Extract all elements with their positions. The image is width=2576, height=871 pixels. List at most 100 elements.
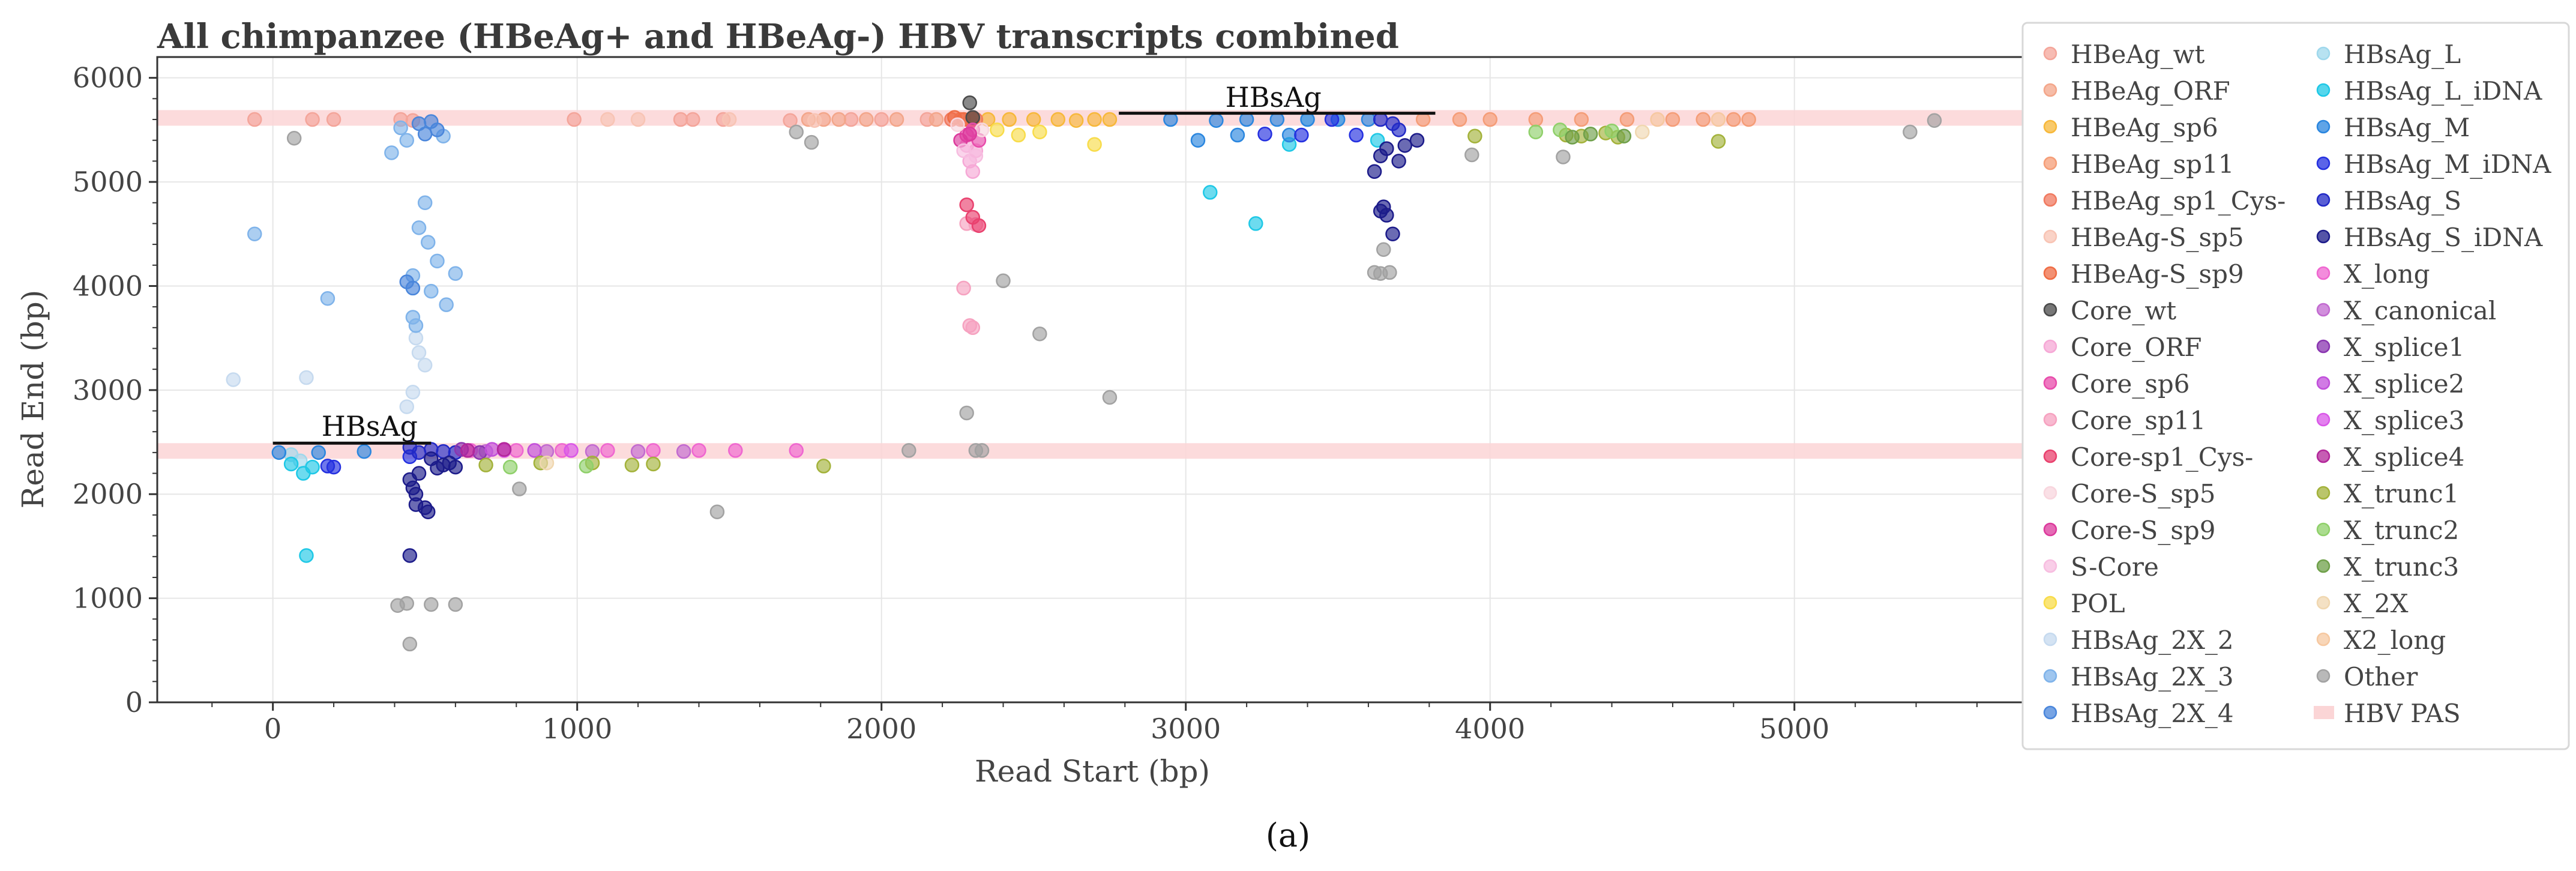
data-point <box>1583 127 1598 142</box>
legend-label: HBsAg_2X_2 <box>2071 625 2234 655</box>
legend-marker <box>2316 522 2331 537</box>
data-point <box>974 122 990 137</box>
legend-label: Other <box>2344 662 2418 692</box>
x-axis-label: Read Start (bp) <box>975 754 1210 789</box>
plot-background <box>157 57 2023 702</box>
data-point <box>1203 185 1218 200</box>
data-point <box>1464 147 1479 163</box>
data-point <box>1711 112 1726 127</box>
legend-marker <box>2043 303 2057 317</box>
data-point <box>399 133 415 148</box>
x-tick-label: 4000 <box>1455 713 1525 745</box>
data-point <box>859 112 874 127</box>
data-point <box>1257 127 1272 142</box>
data-point <box>424 597 439 612</box>
data-point <box>1068 113 1084 128</box>
data-point <box>1528 124 1544 140</box>
legend-marker <box>2043 559 2057 573</box>
legend-marker <box>2316 266 2331 280</box>
data-point <box>1903 124 1918 140</box>
legend-label: Core_ORF <box>2071 333 2202 362</box>
data-point <box>1002 112 1017 127</box>
data-point <box>417 357 433 373</box>
data-point <box>965 164 981 179</box>
data-point <box>512 481 527 496</box>
data-point <box>1634 124 1650 140</box>
data-point <box>1300 112 1315 127</box>
legend-marker <box>2043 705 2057 720</box>
x-tick-label: 3000 <box>1151 713 1221 745</box>
legend-marker <box>2316 412 2331 427</box>
data-point <box>567 112 582 127</box>
legend-marker <box>2043 83 2057 97</box>
data-point <box>1050 112 1066 127</box>
data-point <box>402 472 418 487</box>
data-point <box>430 122 445 137</box>
data-point <box>420 504 436 519</box>
data-point <box>600 443 615 458</box>
data-point <box>783 113 798 128</box>
data-point <box>320 291 336 306</box>
data-point <box>721 112 737 127</box>
data-point <box>579 459 594 474</box>
data-point <box>448 266 463 281</box>
data-point <box>1373 112 1388 127</box>
legend-marker <box>2316 119 2331 134</box>
legend-label: Core-S_sp9 <box>2071 516 2215 545</box>
legend-marker <box>2316 632 2331 646</box>
data-point <box>399 399 415 414</box>
data-point <box>1927 113 1942 128</box>
data-point <box>384 145 399 160</box>
data-point <box>646 456 661 472</box>
data-point <box>1230 127 1245 143</box>
legend-label: X_long <box>2344 259 2430 289</box>
data-point <box>1391 154 1406 169</box>
data-point <box>1616 128 1632 144</box>
data-point <box>962 127 977 142</box>
data-point <box>1741 112 1756 127</box>
legend-label: HBsAg_M <box>2344 113 2470 142</box>
y-tick-label: 3000 <box>73 374 143 406</box>
legend-label: HBV PAS <box>2344 699 2461 728</box>
legend-label: HBsAg_S_iDNA <box>2344 223 2543 252</box>
data-point <box>305 459 320 475</box>
data-point <box>789 443 804 458</box>
data-point <box>305 112 320 127</box>
legend-label: X_trunc1 <box>2344 479 2459 508</box>
data-point <box>1415 112 1431 127</box>
data-point <box>1385 226 1400 242</box>
data-point <box>460 443 475 458</box>
data-point <box>226 372 241 387</box>
legend-marker <box>2316 46 2331 61</box>
legend-label: Core_sp11 <box>2071 406 2206 435</box>
data-point <box>676 444 691 459</box>
legend-marker <box>2316 193 2331 207</box>
legend-label: HBeAg-S_sp9 <box>2071 259 2244 289</box>
data-point <box>283 456 299 472</box>
legend-label: X_splice4 <box>2344 442 2464 472</box>
legend-label: S-Core <box>2071 552 2159 582</box>
data-point <box>539 455 555 471</box>
legend-marker <box>2316 559 2331 573</box>
legend: HBeAg_wt HBeAg_ORF HBeAg_sp6 HBeAg_sp11 HBeA… <box>2021 22 2570 750</box>
figure-caption: (a) <box>1266 816 1310 854</box>
data-point <box>411 445 427 460</box>
legend-marker <box>2043 339 2057 354</box>
data-point <box>789 124 804 140</box>
data-point <box>1294 127 1309 143</box>
data-point <box>996 273 1011 289</box>
data-point <box>527 443 542 458</box>
legend-label: X_trunc3 <box>2344 552 2459 582</box>
data-point <box>691 443 706 458</box>
legend-label: X2_long <box>2344 625 2446 655</box>
data-point <box>624 457 640 472</box>
data-point <box>956 280 971 296</box>
data-point <box>889 112 904 127</box>
data-point <box>1565 130 1580 145</box>
y-tick-label: 6000 <box>73 62 143 94</box>
data-point <box>1102 112 1118 127</box>
data-point <box>807 113 822 128</box>
legend-label: HBeAg_ORF <box>2071 76 2230 106</box>
data-point <box>965 320 981 336</box>
legend-label: X_canonical <box>2344 296 2496 325</box>
